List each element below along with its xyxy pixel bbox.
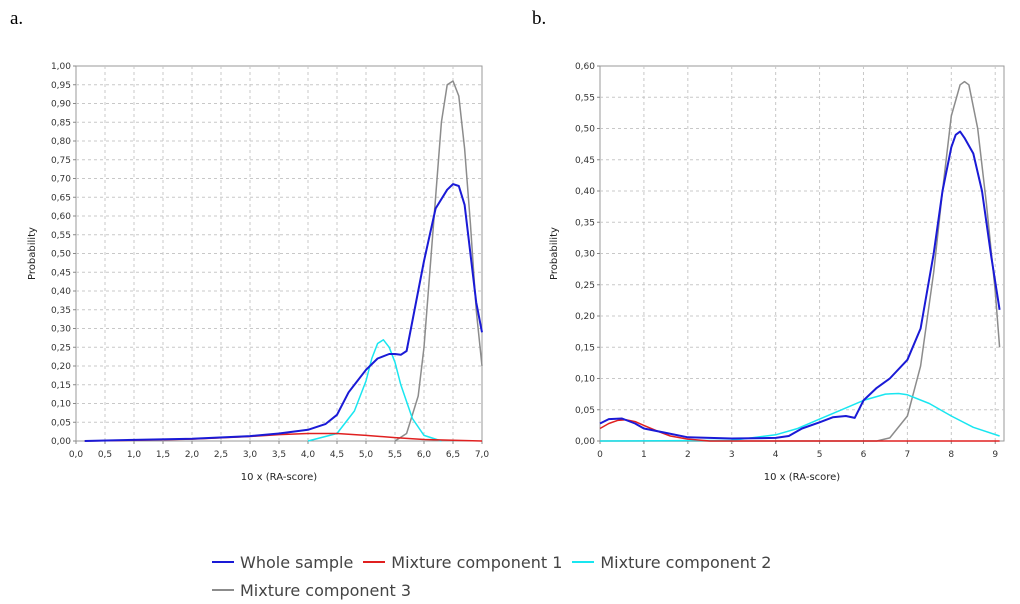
legend-row-1: Whole sample Mixture component 1 Mixture… [212, 548, 852, 576]
series-line-mixture-component-3 [394, 80, 483, 442]
legend-swatch [212, 589, 234, 591]
legend-label: Mixture component 1 [391, 552, 563, 572]
y-tick-label: 0,65 [51, 193, 71, 203]
x-tick-label: 7 [905, 450, 911, 460]
x-tick-label: 1,5 [156, 450, 170, 460]
y-axis-label: Probability [27, 227, 38, 280]
x-tick-label: 5 [817, 450, 823, 460]
x-tick-label: 4,5 [330, 450, 344, 460]
x-tick-label: 4 [773, 450, 779, 460]
x-tick-label: 5,0 [359, 450, 374, 460]
x-tick-label: 1,0 [127, 450, 142, 460]
series-line-mixture-component-2 [599, 392, 1000, 442]
series-line-whole-sample [599, 130, 1001, 440]
legend-row-2: Mixture component 3 [212, 576, 852, 604]
chart-b: 0,00 0,05 0,10 0,15 0,20 0,25 0,30 0,35 0,40 0,45… [549, 62, 1005, 483]
x-tick-label: 6,0 [417, 450, 432, 460]
y-tick-label: 0,45 [51, 268, 71, 278]
legend-swatch [212, 561, 234, 563]
x-tick-label: 7,0 [475, 450, 490, 460]
series-line-whole-sample [84, 183, 483, 442]
y-tick-label: 0,10 [575, 375, 595, 385]
y-axis-label: Probability [549, 227, 560, 280]
y-tick-label: 0,85 [51, 118, 71, 128]
y-tick-label: 0,45 [575, 156, 595, 166]
y-tick-label: 0,00 [575, 437, 595, 447]
x-tick-label: 3,0 [243, 450, 258, 460]
y-tick-label: 0,90 [51, 100, 71, 110]
x-tick-label: 9 [992, 450, 998, 460]
y-tick-label: 0,00 [51, 437, 71, 447]
legend-item-component-3: Mixture component 3 [212, 581, 411, 600]
series-line-mixture-component-2 [307, 339, 442, 442]
legend-swatch [572, 561, 595, 563]
y-tick-label: 0,05 [51, 418, 71, 428]
x-tick-label: 0,5 [98, 450, 112, 460]
x-tick-label: 6 [861, 450, 867, 460]
y-tick-label: 0,15 [51, 381, 71, 391]
y-tick-label: 0,35 [575, 218, 595, 228]
y-tick-label: 0,20 [575, 312, 595, 322]
y-tick-label: 0,05 [575, 406, 595, 416]
chart-a: 0,00 0,05 0,10 0,15 0,20 0,25 0,30 0,35 0,40 0,45… [27, 62, 490, 483]
y-tick-label: 0,75 [51, 156, 71, 166]
x-tick-label: 6,5 [446, 450, 460, 460]
y-tick-label: 0,70 [51, 175, 71, 185]
legend-item-component-1: Mixture component 1 [363, 553, 562, 572]
legend-label: Whole sample [240, 552, 354, 572]
x-tick-label: 2,0 [185, 450, 200, 460]
x-tick-label: 2 [685, 450, 691, 460]
y-tick-label: 0,25 [575, 281, 595, 291]
x-tick-label: 0,0 [69, 450, 84, 460]
legend-item-whole-sample: Whole sample [212, 553, 353, 572]
x-tick-label: 2,5 [214, 450, 228, 460]
y-tick-label: 1,00 [51, 62, 71, 72]
y-tick-label: 0,55 [575, 93, 595, 103]
y-tick-label: 0,10 [51, 400, 71, 410]
y-tick-label: 0,15 [575, 343, 595, 353]
x-tick-label: 0 [597, 450, 603, 460]
y-tick-label: 0,25 [51, 343, 71, 353]
y-tick-label: 0,40 [51, 287, 71, 297]
legend: Whole sample Mixture component 1 Mixture… [212, 548, 852, 604]
y-tick-label: 0,30 [575, 250, 595, 260]
x-tick-label: 5,5 [388, 450, 402, 460]
x-axis-label: 10 x (RA-score) [241, 472, 318, 483]
series-line-mixture-component-3 [600, 80, 1001, 442]
panel-a-letter: a. [10, 8, 24, 29]
y-tick-label: 0,95 [51, 81, 71, 91]
y-tick-label: 0,60 [51, 212, 71, 222]
x-tick-label: 8 [948, 450, 954, 460]
y-tick-label: 0,40 [575, 187, 595, 197]
x-tick-label: 1 [641, 450, 647, 460]
legend-item-component-2: Mixture component 2 [572, 553, 771, 572]
x-tick-label: 4,0 [301, 450, 316, 460]
y-tick-label: 0,50 [575, 125, 595, 135]
y-tick-label: 0,50 [51, 250, 71, 260]
x-tick-label: 3 [729, 450, 735, 460]
y-tick-label: 0,20 [51, 362, 71, 372]
y-tick-label: 0,80 [51, 137, 71, 147]
legend-label: Mixture component 2 [600, 552, 772, 572]
y-tick-label: 0,60 [575, 62, 595, 72]
legend-swatch [363, 561, 386, 563]
y-tick-label: 0,30 [51, 325, 71, 335]
y-tick-label: 0,35 [51, 306, 71, 316]
legend-label: Mixture component 3 [240, 580, 412, 600]
series-line-mixture-component-1 [599, 419, 1000, 442]
x-tick-label: 3,5 [272, 450, 286, 460]
panel-b-letter: b. [532, 8, 547, 29]
y-tick-label: 0,55 [51, 231, 71, 241]
x-axis-label: 10 x (RA-score) [764, 472, 841, 483]
